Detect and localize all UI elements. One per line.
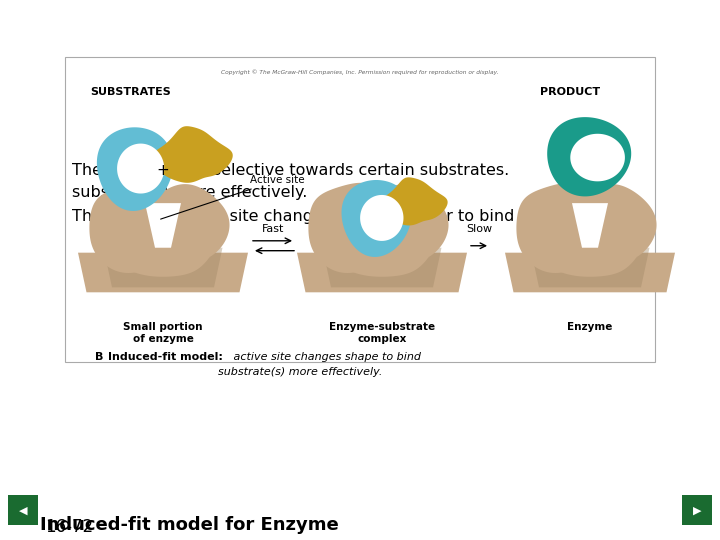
Text: The active site is selective towards certain substrates.: The active site is selective towards cer…	[72, 163, 509, 178]
Polygon shape	[547, 117, 631, 197]
Polygon shape	[379, 177, 448, 225]
Polygon shape	[359, 184, 449, 264]
Text: ▶: ▶	[693, 505, 701, 515]
Polygon shape	[78, 253, 248, 292]
Polygon shape	[332, 206, 434, 277]
Text: Copyright © The McGraw-Hill Companies, Inc. Permission required for reproduction: Copyright © The McGraw-Hill Companies, I…	[221, 69, 499, 75]
FancyBboxPatch shape	[65, 57, 655, 362]
Text: substrate(s) more effectively.: substrate(s) more effectively.	[218, 367, 382, 376]
FancyBboxPatch shape	[682, 496, 712, 525]
Polygon shape	[516, 183, 613, 273]
Polygon shape	[360, 195, 403, 241]
Text: Enzyme-substrate
complex: Enzyme-substrate complex	[329, 322, 435, 343]
Polygon shape	[570, 134, 625, 181]
Text: Induced-fit model for Enzyme: Induced-fit model for Enzyme	[40, 516, 338, 535]
Polygon shape	[341, 180, 412, 257]
Polygon shape	[540, 206, 642, 277]
Polygon shape	[531, 248, 649, 287]
Polygon shape	[145, 203, 181, 248]
Polygon shape	[151, 126, 233, 183]
Text: ◀: ◀	[19, 505, 27, 515]
Text: The enzyme active site changes shape in order to bind its: The enzyme active site changes shape in …	[72, 208, 539, 224]
Polygon shape	[323, 248, 441, 287]
Text: PRODUCT: PRODUCT	[540, 87, 600, 97]
Polygon shape	[297, 253, 467, 292]
Text: Fast: Fast	[262, 224, 284, 234]
Text: Small portion
of enzyme: Small portion of enzyme	[123, 322, 203, 343]
Polygon shape	[572, 203, 608, 248]
Polygon shape	[505, 253, 675, 292]
Text: active site changes shape to bind: active site changes shape to bind	[230, 352, 421, 362]
Text: Active site: Active site	[161, 176, 305, 219]
Polygon shape	[567, 184, 657, 264]
Text: SUBSTRATES: SUBSTRATES	[90, 87, 171, 97]
Text: Slow: Slow	[466, 224, 492, 234]
Text: Induced-fit model:: Induced-fit model:	[108, 352, 223, 362]
Polygon shape	[308, 183, 405, 273]
Text: Enzyme: Enzyme	[567, 322, 613, 332]
Text: 16-72: 16-72	[45, 518, 93, 536]
Polygon shape	[117, 144, 164, 193]
Text: +: +	[157, 163, 169, 178]
Text: substrate(s) more effectively.: substrate(s) more effectively.	[72, 185, 307, 200]
Polygon shape	[89, 183, 186, 273]
Polygon shape	[97, 127, 173, 211]
Polygon shape	[140, 184, 230, 264]
Polygon shape	[113, 206, 215, 277]
FancyBboxPatch shape	[8, 496, 38, 525]
Text: B: B	[95, 352, 104, 362]
Polygon shape	[104, 248, 222, 287]
Polygon shape	[364, 203, 400, 248]
